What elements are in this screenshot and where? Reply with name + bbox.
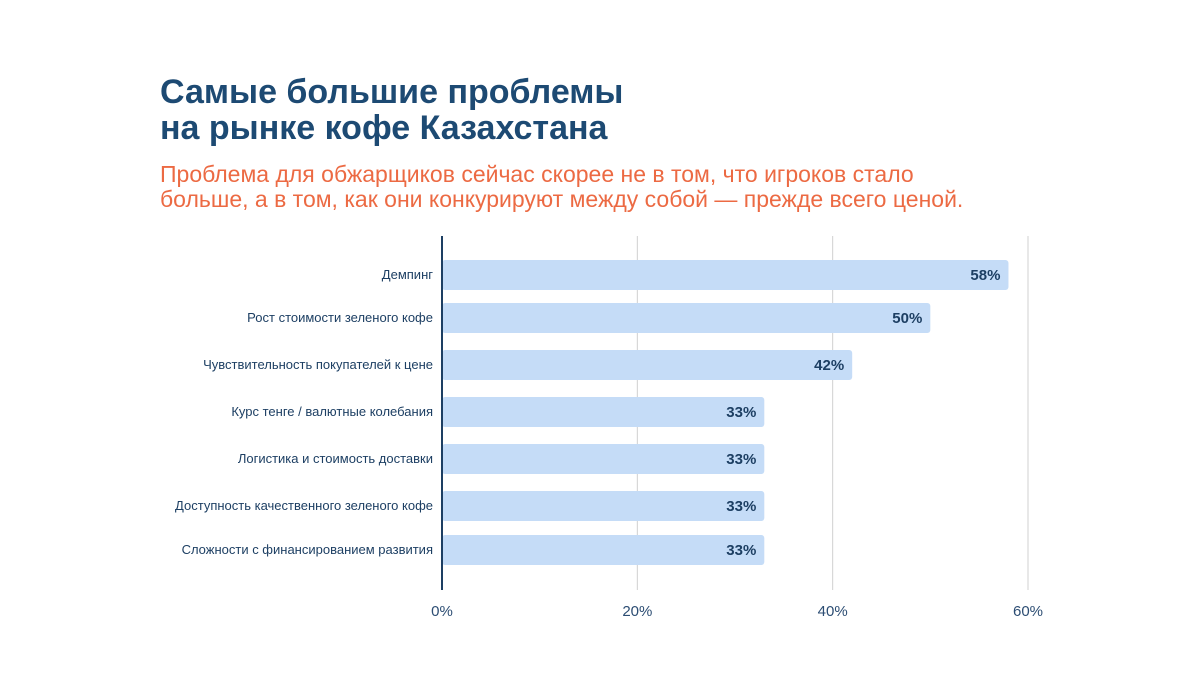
category-label-5: Доступность качественного зеленого кофе — [175, 498, 433, 513]
bar-1 — [442, 303, 931, 333]
bar-4 — [442, 444, 765, 474]
bar-5 — [442, 491, 765, 521]
x-tick-label-3: 60% — [1013, 603, 1043, 620]
bar-6 — [442, 535, 765, 565]
chart-title: Самые большие проблемы на рынке кофе Каз… — [160, 74, 623, 146]
chart-subtitle: Проблема для обжарщиков сейчас скорее не… — [160, 162, 963, 212]
category-label-3: Курс тенге / валютные колебания — [231, 404, 433, 419]
value-label-6: 33% — [726, 542, 756, 559]
chart-subtitle-line-2: больше, а в том, как они конкурируют меж… — [160, 186, 964, 212]
value-label-0: 58% — [970, 267, 1000, 284]
value-label-4: 33% — [726, 451, 756, 468]
value-label-3: 33% — [726, 404, 756, 421]
category-label-6: Сложности с финансированием развития — [182, 542, 433, 557]
x-tick-label-1: 20% — [622, 603, 652, 620]
category-label-0: Демпинг — [382, 267, 433, 282]
x-tick-label-2: 40% — [818, 603, 848, 620]
value-label-2: 42% — [814, 357, 844, 374]
chart-title-line-2: на рынке кофе Казахстана — [160, 109, 608, 147]
category-label-4: Логистика и стоимость доставки — [238, 451, 433, 466]
bar-2 — [442, 350, 853, 380]
chart-title-line-1: Самые большие проблемы — [160, 73, 624, 111]
bar-3 — [442, 397, 765, 427]
x-tick-label-0: 0% — [431, 603, 453, 620]
value-label-1: 50% — [892, 310, 922, 327]
category-label-1: Рост стоимости зеленого кофе — [247, 310, 433, 325]
bar-0 — [442, 260, 1009, 290]
value-label-5: 33% — [726, 498, 756, 515]
category-label-2: Чувствительность покупателей к цене — [203, 357, 433, 372]
chart-subtitle-line-1: Проблема для обжарщиков сейчас скорее не… — [160, 161, 914, 187]
